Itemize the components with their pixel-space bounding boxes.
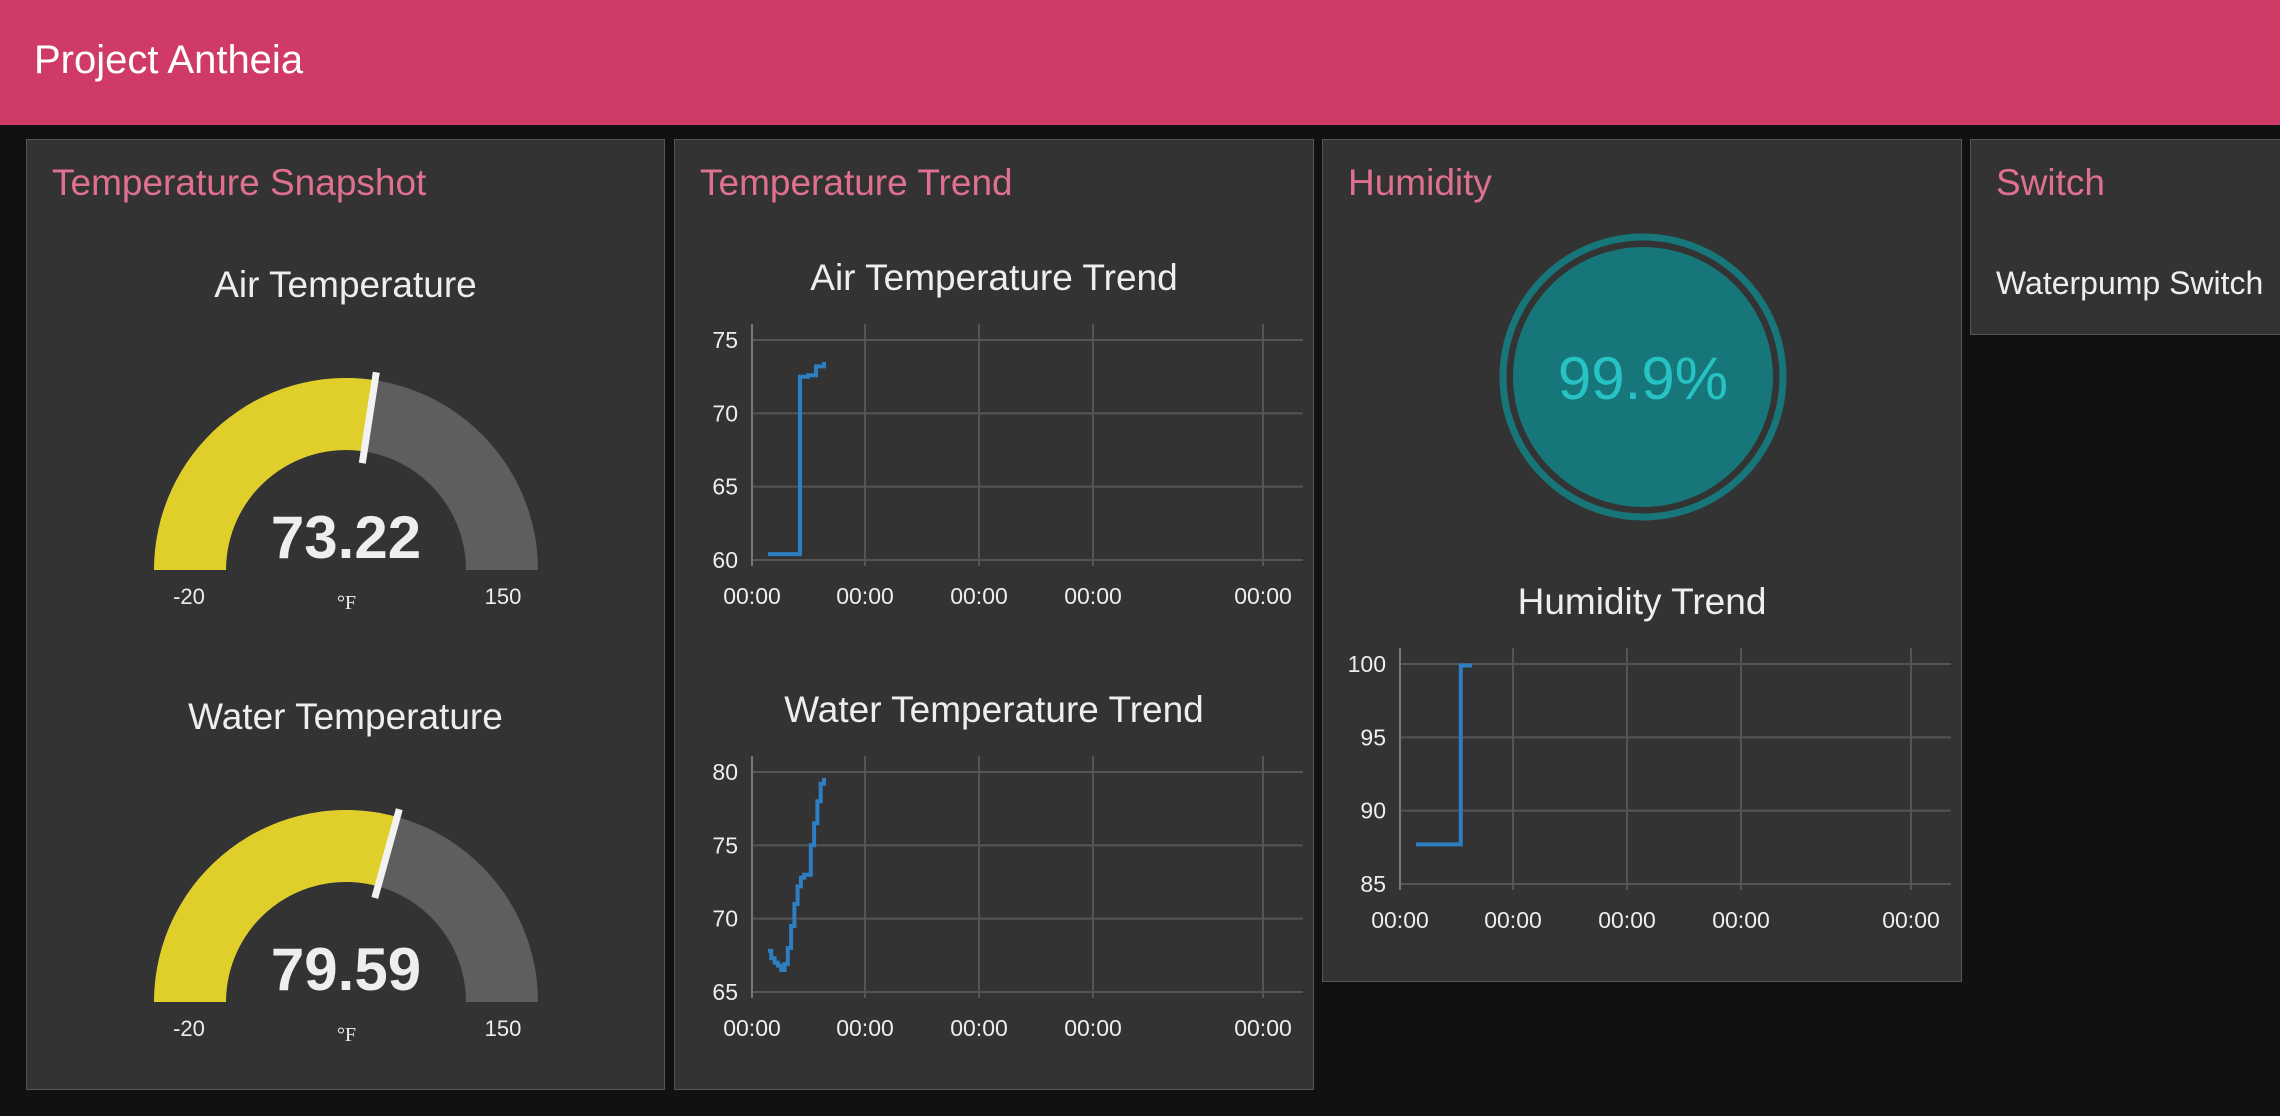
app-header: Project Antheia bbox=[0, 0, 2280, 125]
y-tick-label: 90 bbox=[1360, 798, 1386, 824]
water-temperature-gauge: 79.59 -20 150 bbox=[154, 808, 538, 1041]
y-tick-label: 85 bbox=[1360, 871, 1386, 897]
y-tick-label: 65 bbox=[712, 979, 738, 1005]
card-title: Humidity bbox=[1348, 162, 1492, 203]
x-tick-label: 00:00 bbox=[1371, 907, 1429, 933]
y-tick-label: 60 bbox=[712, 547, 738, 573]
y-tick-label: 100 bbox=[1348, 651, 1386, 677]
card-title: Temperature Trend bbox=[700, 162, 1013, 203]
y-tick-label: 65 bbox=[712, 474, 738, 500]
y-tick-label: 75 bbox=[712, 327, 738, 353]
humidity-trend-chart: 100 95 90 85 00:00 00:00 00:00 00:00 00:00 bbox=[1348, 648, 1951, 933]
x-tick-label: 00:00 bbox=[950, 583, 1008, 609]
y-tick-label: 75 bbox=[712, 832, 738, 858]
water-temperature-trend-chart: 80 75 70 65 00:00 00:00 00:00 00:00 00:00 bbox=[712, 756, 1303, 1041]
gauge-min-label: -20 bbox=[173, 1016, 205, 1041]
chart-title: Air Temperature Trend bbox=[810, 257, 1178, 298]
x-tick-label: 00:00 bbox=[1712, 907, 1770, 933]
x-tick-label: 00:00 bbox=[1484, 907, 1542, 933]
y-tick-label: 70 bbox=[712, 906, 738, 932]
chart-title: Water Temperature Trend bbox=[784, 689, 1204, 730]
x-tick-label: 00:00 bbox=[1234, 1015, 1292, 1041]
y-tick-label: 80 bbox=[712, 759, 738, 785]
gauge-value: 79.59 bbox=[271, 936, 421, 1003]
x-tick-label: 00:00 bbox=[1234, 583, 1292, 609]
x-tick-label: 00:00 bbox=[836, 1015, 894, 1041]
series-line bbox=[768, 362, 826, 557]
x-tick-label: 00:00 bbox=[1882, 907, 1940, 933]
x-tick-label: 00:00 bbox=[836, 583, 894, 609]
gauge-fill bbox=[154, 377, 376, 570]
x-tick-label: 00:00 bbox=[723, 1015, 781, 1041]
air-temperature-gauge: 73.22 -20 150 bbox=[154, 371, 538, 609]
x-tick-label: 00:00 bbox=[1598, 907, 1656, 933]
card-title: Switch bbox=[1996, 162, 2105, 203]
water-temperature-label: Water Temperature bbox=[188, 696, 503, 737]
x-tick-label: 00:00 bbox=[950, 1015, 1008, 1041]
humidity-donut: 99.9% bbox=[1499, 233, 1787, 521]
humidity-card: Humidity 99.9% Humidity Trend 100 95 90 85 0… bbox=[1322, 139, 1962, 982]
switch-card: Switch Waterpump Switch bbox=[1970, 139, 2280, 335]
gauge-unit: °F bbox=[336, 592, 357, 614]
gauge-value: 73.22 bbox=[271, 504, 421, 571]
series-line bbox=[1416, 663, 1472, 847]
x-tick-label: 00:00 bbox=[723, 583, 781, 609]
humidity-fill bbox=[1513, 247, 1773, 507]
temperature-snapshot-card: Temperature Snapshot Air Temperature 73.… bbox=[26, 139, 665, 1090]
chart-title: Humidity Trend bbox=[1517, 581, 1767, 622]
y-tick-label: 95 bbox=[1360, 724, 1386, 750]
air-temperature-trend-chart: 75 70 65 60 00:00 00:00 00:00 00:00 00:00 bbox=[712, 324, 1303, 609]
gauge-fill bbox=[154, 809, 398, 1002]
air-temperature-label: Air Temperature bbox=[214, 264, 477, 305]
gauge-min-label: -20 bbox=[173, 584, 205, 609]
gauge-max-label: 150 bbox=[485, 584, 522, 609]
card-title: Temperature Snapshot bbox=[52, 162, 427, 203]
x-tick-label: 00:00 bbox=[1064, 1015, 1122, 1041]
x-tick-label: 00:00 bbox=[1064, 583, 1122, 609]
humidity-ring bbox=[1499, 233, 1787, 521]
gauge-needle bbox=[358, 371, 380, 464]
gauge-needle bbox=[371, 808, 403, 899]
y-tick-label: 70 bbox=[712, 400, 738, 426]
waterpump-switch[interactable]: Waterpump Switch bbox=[1996, 265, 2264, 301]
series-line bbox=[768, 777, 826, 972]
temperature-trend-card: Temperature Trend Air Temperature Trend … bbox=[674, 139, 1314, 1090]
app-title: Project Antheia bbox=[34, 38, 304, 82]
gauge-unit: °F bbox=[336, 1024, 357, 1046]
gauge-max-label: 150 bbox=[485, 1016, 522, 1041]
humidity-value: 99.9% bbox=[1558, 345, 1728, 412]
